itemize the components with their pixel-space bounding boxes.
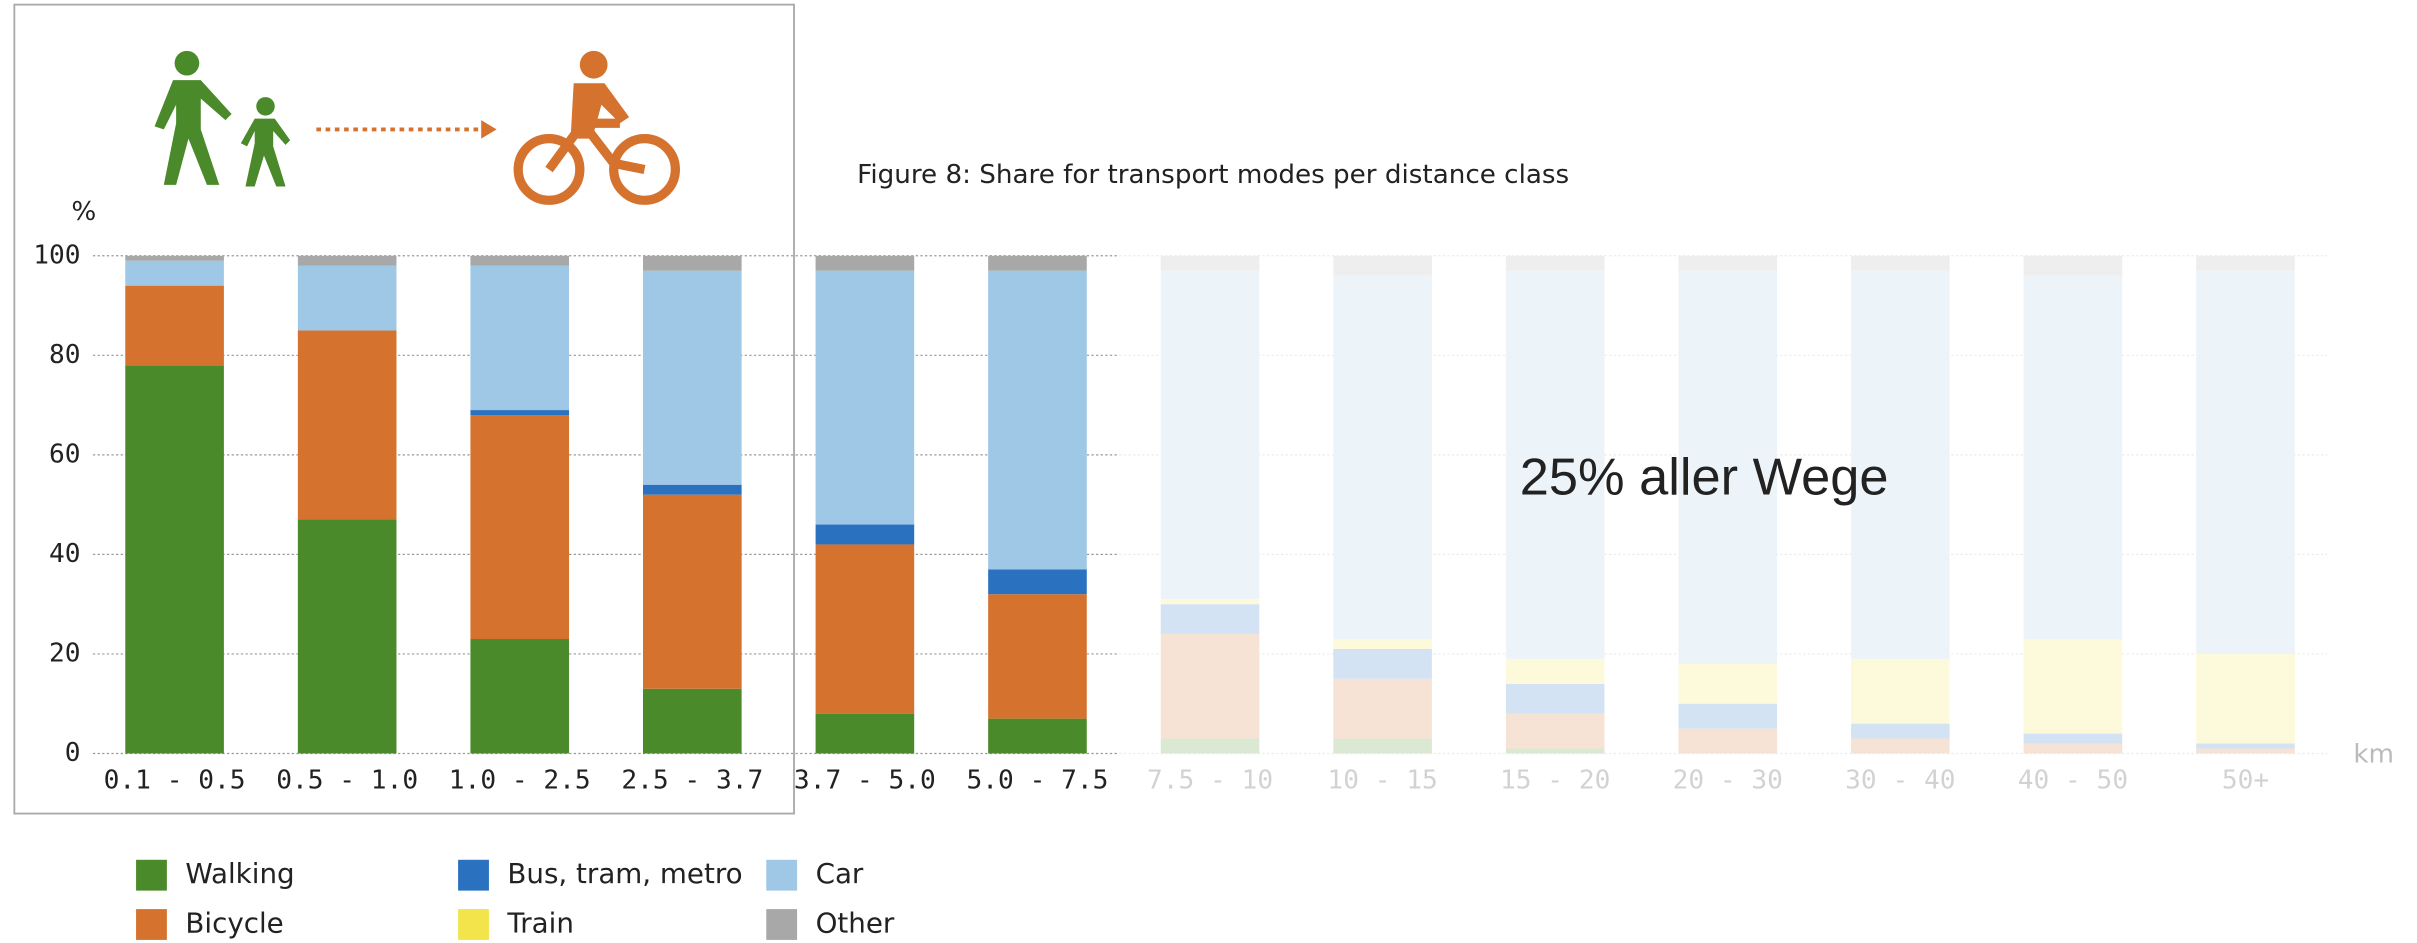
bar-segment <box>125 285 224 366</box>
bar-segment <box>125 365 224 754</box>
cyclist <box>570 50 630 139</box>
y-axis-label: % <box>71 197 96 227</box>
bar-segment <box>643 255 742 271</box>
legend-label: Walking <box>185 857 294 890</box>
legend: Walking Bicycle Bus, tram, metro Train Car Ot… <box>136 857 895 940</box>
legend-swatch <box>458 909 489 940</box>
bar-segment <box>643 484 742 495</box>
bar-segment <box>988 594 1087 719</box>
legend-swatch <box>136 909 167 940</box>
legend-swatch <box>766 909 798 940</box>
legend-label: Car <box>816 857 864 890</box>
y-tick-label: 40 <box>49 539 81 569</box>
highlight-box <box>13 3 795 815</box>
bar-segment <box>988 255 1087 271</box>
fade-overlay <box>1117 231 2417 817</box>
x-tick-label: 0.1 - 0.5 <box>104 766 246 796</box>
bar-segment <box>470 255 570 266</box>
bicycle-icon <box>513 115 680 205</box>
x-tick-label: 1.0 - 2.5 <box>449 766 591 796</box>
bar-segment <box>988 270 1087 570</box>
arrow-head <box>481 120 497 139</box>
bar-segment <box>643 688 742 754</box>
x-tick-label: 2.5 - 3.7 <box>621 766 763 796</box>
walking-icon <box>154 50 291 187</box>
bar-segment <box>470 639 570 754</box>
bar-segment <box>470 410 570 416</box>
y-tick-label: 100 <box>33 240 80 270</box>
y-tick-label: 0 <box>65 738 81 768</box>
bar-segment <box>297 255 397 266</box>
legend-label: Bus, tram, metro <box>507 857 742 890</box>
legend-label: Train <box>506 907 574 940</box>
legend-label: Other <box>816 907 895 940</box>
bar-segment <box>988 718 1087 754</box>
bar-segment <box>815 544 915 714</box>
bar-segment <box>815 255 915 271</box>
y-tick-label: 20 <box>49 638 81 668</box>
y-tick-label: 60 <box>49 439 81 469</box>
bar-segment <box>815 713 915 754</box>
bar-segment <box>297 519 397 754</box>
bar-segment <box>297 330 397 520</box>
bar-segment <box>125 260 224 286</box>
bar-segment <box>643 494 742 689</box>
bar-segment <box>470 265 570 411</box>
x-tick-label: 3.7 - 5.0 <box>794 766 936 796</box>
x-tick-label: 0.5 - 1.0 <box>276 766 418 796</box>
legend-label: Bicycle <box>185 907 283 940</box>
bar-segment <box>988 569 1087 595</box>
annotation: 25% aller Wege <box>1520 449 1889 507</box>
legend-swatch <box>136 859 167 891</box>
x-tick-label: 5.0 - 7.5 <box>967 766 1109 796</box>
bar-segment <box>297 265 397 331</box>
bar-segment <box>815 524 915 545</box>
bar-segment <box>643 270 742 485</box>
legend-swatch <box>766 859 798 891</box>
y-tick-label: 80 <box>49 340 81 370</box>
x-axis-label: km <box>2353 740 2394 770</box>
bar-segment <box>125 255 224 261</box>
chart-title: Figure 8: Share for transport modes per … <box>857 160 1569 190</box>
bar-segment <box>470 415 570 640</box>
bar-segment <box>815 270 915 525</box>
legend-swatch <box>458 859 489 891</box>
